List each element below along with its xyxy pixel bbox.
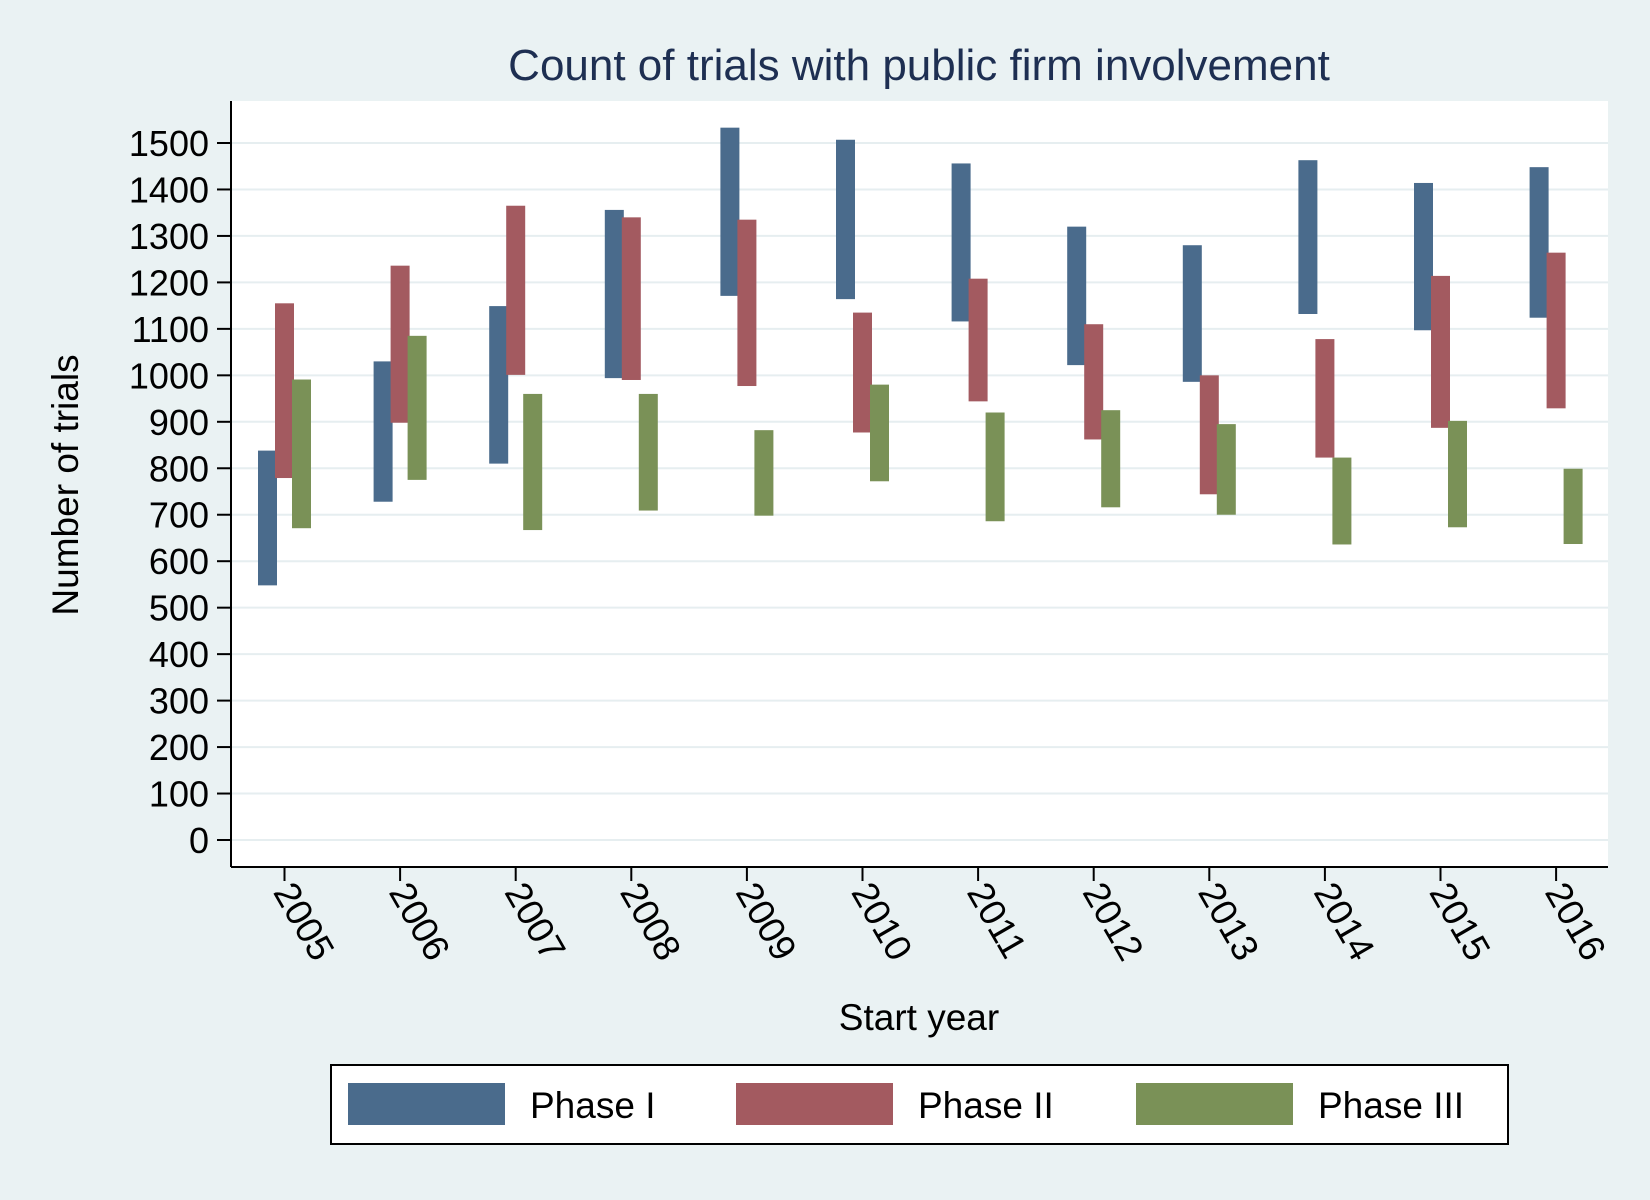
legend-box: [330, 1064, 1509, 1145]
y-tick-label: 1000: [129, 355, 209, 396]
bar: [1216, 424, 1236, 515]
plot-area: [231, 101, 1608, 867]
bar: [489, 306, 509, 464]
y-ticks: 0 100 200 300 400 500 600 700 800 900 1000 1100 1200…: [129, 123, 231, 861]
bar: [1298, 160, 1318, 314]
y-tick-label: 600: [149, 541, 209, 582]
series-phase-ii: [275, 205, 1566, 495]
bar: [951, 163, 971, 322]
y-tick-label: 1500: [129, 123, 209, 164]
bar: [506, 205, 526, 375]
bar: [604, 209, 624, 379]
bar: [836, 139, 855, 300]
legend-swatch: [736, 1083, 893, 1125]
bar: [292, 379, 311, 529]
y-tick-label: 0: [189, 820, 209, 861]
bar: [1101, 410, 1121, 508]
bar: [1315, 339, 1335, 458]
bar: [1414, 182, 1433, 331]
y-tick-label: 900: [149, 402, 209, 443]
y-tick-label: 400: [149, 634, 209, 675]
y-tick-label: 1100: [132, 309, 209, 350]
bar: [720, 127, 740, 296]
bar: [638, 393, 658, 511]
bar: [275, 303, 294, 479]
legend: Phase I Phase II Phase III: [330, 1064, 1509, 1145]
bar: [1529, 167, 1549, 318]
bar: [407, 335, 427, 480]
bar: [390, 265, 410, 423]
bar: [1199, 375, 1219, 495]
legend-label: Phase II: [918, 1085, 1054, 1126]
legend-swatch: [1136, 1083, 1293, 1125]
bar: [1067, 226, 1087, 366]
legend-swatch: [348, 1083, 505, 1125]
y-tick-label: 800: [149, 448, 209, 489]
y-tick-label: 200: [149, 727, 209, 768]
y-tick-label: 1300: [129, 216, 209, 257]
y-tick-label: 700: [149, 495, 209, 536]
bar: [523, 393, 543, 531]
bar: [968, 278, 988, 402]
bar: [258, 450, 277, 586]
legend-label: Phase I: [530, 1085, 655, 1126]
y-tick-label: 1400: [129, 169, 209, 210]
bar: [1563, 468, 1583, 545]
bar: [1431, 275, 1450, 428]
bar: [1182, 245, 1202, 382]
series-phase-iii: [292, 335, 1583, 545]
y-tick-label: 100: [149, 774, 209, 815]
bar: [1084, 324, 1104, 440]
grid-lines: [231, 142, 1608, 841]
bar: [373, 361, 393, 502]
y-tick-label: 1200: [129, 262, 209, 303]
bar: [1448, 420, 1467, 528]
series-phase-i: [258, 127, 1549, 586]
x-axis-label: Start year: [839, 997, 999, 1038]
bars: [258, 127, 1583, 586]
bar: [870, 384, 889, 482]
bar: [621, 217, 641, 380]
bar: [737, 219, 757, 387]
bar: [985, 412, 1005, 522]
y-axis-label: Number of trials: [45, 354, 86, 615]
y-tick-label: 300: [149, 681, 209, 722]
y-tick-label: 500: [149, 588, 209, 629]
bar: [853, 312, 872, 433]
bar: [1546, 252, 1566, 409]
bar: [1332, 457, 1352, 545]
bar: [754, 430, 774, 516]
chart-title: Count of trials with public firm involve…: [508, 41, 1330, 90]
legend-label: Phase III: [1318, 1085, 1464, 1126]
